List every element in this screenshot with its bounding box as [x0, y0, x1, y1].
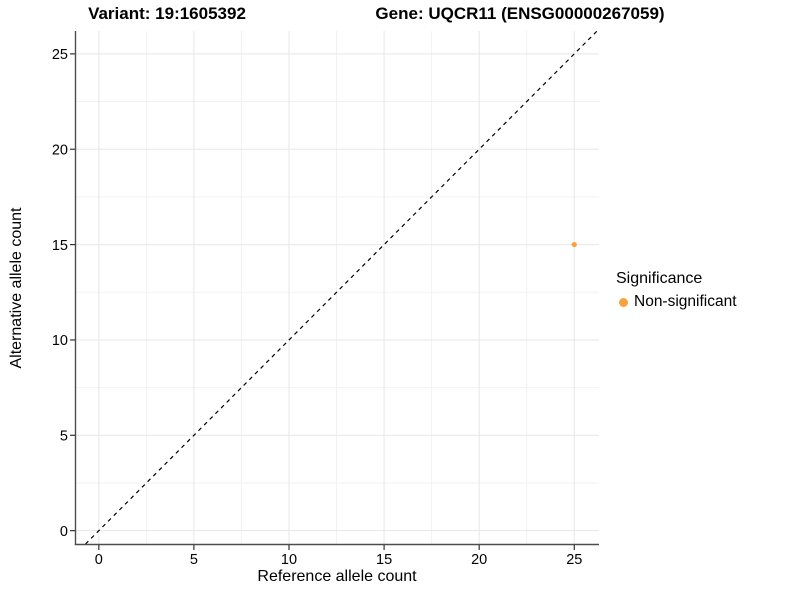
x-tick-label: 20 [471, 552, 487, 568]
legend-item-label: Non-significant [634, 293, 737, 310]
x-tick-label: 25 [566, 552, 582, 568]
x-tick-label: 15 [376, 552, 392, 568]
legend-item: Non-significant [616, 293, 737, 311]
y-tick-label: 0 [60, 524, 68, 540]
x-tick-label: 10 [281, 552, 297, 568]
y-tick-label: 25 [52, 47, 68, 63]
y-tick-label: 20 [52, 142, 68, 158]
variant-title: Variant: 19:1605392 [88, 4, 246, 23]
legend: Significance Non-significant [616, 270, 737, 311]
x-axis-title: Reference allele count [257, 568, 417, 585]
x-tick-label: 0 [95, 552, 103, 568]
gene-title: Gene: UQCR11 (ENSG00000267059) [375, 4, 665, 23]
legend-title: Significance [616, 270, 703, 287]
identity-dashed-line [85, 30, 598, 545]
legend-point-icon [619, 297, 628, 307]
x-tick-label: 5 [190, 552, 198, 568]
data-point [571, 241, 577, 248]
y-tick-label: 15 [52, 238, 68, 254]
y-tick-label: 5 [60, 428, 68, 444]
y-tick-label: 10 [52, 333, 68, 349]
